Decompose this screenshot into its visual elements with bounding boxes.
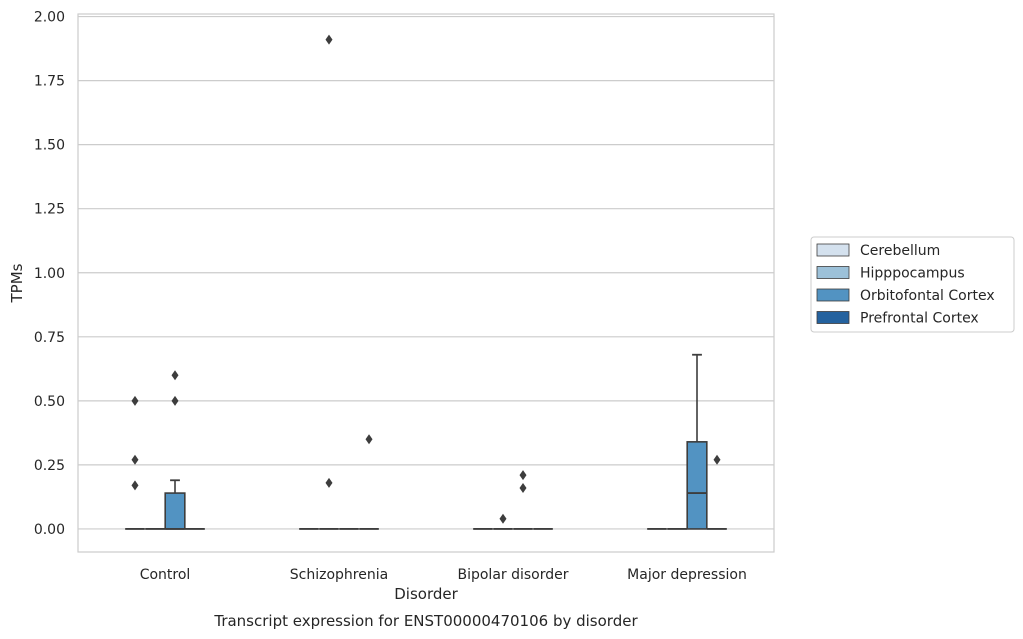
outlier-point — [713, 454, 721, 465]
outlier-point — [171, 395, 179, 406]
y-tick-label: 0.25 — [34, 458, 65, 474]
box-series — [125, 34, 727, 530]
box — [164, 492, 186, 530]
legend-label: Prefrontal Cortex — [860, 311, 979, 327]
legend: Cerebellum Hipppocampus Orbitofontal Corte… — [810, 236, 1015, 333]
outlier-point — [325, 34, 333, 45]
legend-swatch — [816, 243, 850, 257]
legend-swatch — [816, 311, 850, 324]
plot-frame — [77, 13, 775, 553]
outlier-point — [131, 454, 139, 465]
outlier-point — [131, 480, 139, 491]
x-axis-ticks: Control Schizophrenia Bipolar disorder Majo… — [140, 567, 747, 583]
legend-label: Hipppocampus — [860, 266, 965, 282]
outlier-point — [519, 482, 527, 493]
y-tick-label: 0.50 — [34, 394, 65, 410]
legend-swatch — [816, 266, 850, 279]
x-tick-label: Schizophrenia — [290, 567, 388, 583]
chart-caption: Transcript expression for ENST0000047010… — [213, 612, 638, 630]
y-tick-label: 1.50 — [34, 138, 65, 154]
outlier-point — [171, 370, 179, 381]
y-tick-label: 0.00 — [34, 522, 65, 538]
box-prefrontal-cortex — [359, 434, 379, 530]
legend-frame — [810, 236, 1015, 333]
y-tick-label: 1.75 — [34, 74, 65, 90]
y-tick-label: 0.75 — [34, 330, 65, 346]
box-hipppocampus — [319, 34, 339, 530]
x-tick-label: Major depression — [627, 567, 747, 583]
x-tick-label: Control — [140, 567, 191, 583]
outlier-point — [519, 470, 527, 481]
y-axis-ticks: 0.00 0.25 0.50 0.75 1.00 1.25 1.50 1.75 2.00 — [34, 10, 65, 538]
x-tick-label: Bipolar disorder — [457, 567, 568, 583]
y-tick-label: 1.00 — [34, 266, 65, 282]
box-orbitofontal-cortex — [513, 470, 533, 530]
legend-label: Cerebellum — [860, 243, 940, 259]
x-axis-label: Disorder — [394, 585, 458, 603]
legend-label: Orbitofontal Cortex — [860, 288, 995, 304]
box — [686, 441, 708, 530]
y-axis-label: TPMs — [8, 263, 26, 303]
box-orbitofontal-cortex — [164, 370, 186, 530]
y-tick-label: 2.00 — [34, 10, 65, 26]
outlier-point — [131, 395, 139, 406]
y-tick-label: 1.25 — [34, 202, 65, 218]
outlier-point — [325, 477, 333, 488]
box-hipppocampus — [493, 513, 513, 530]
box-orbitofontal-cortex — [686, 353, 708, 530]
legend-swatch — [816, 288, 850, 302]
outlier-point — [499, 513, 507, 524]
outlier-point — [365, 434, 373, 445]
box-cerebellum — [125, 395, 145, 530]
box-prefrontal-cortex — [707, 454, 727, 530]
